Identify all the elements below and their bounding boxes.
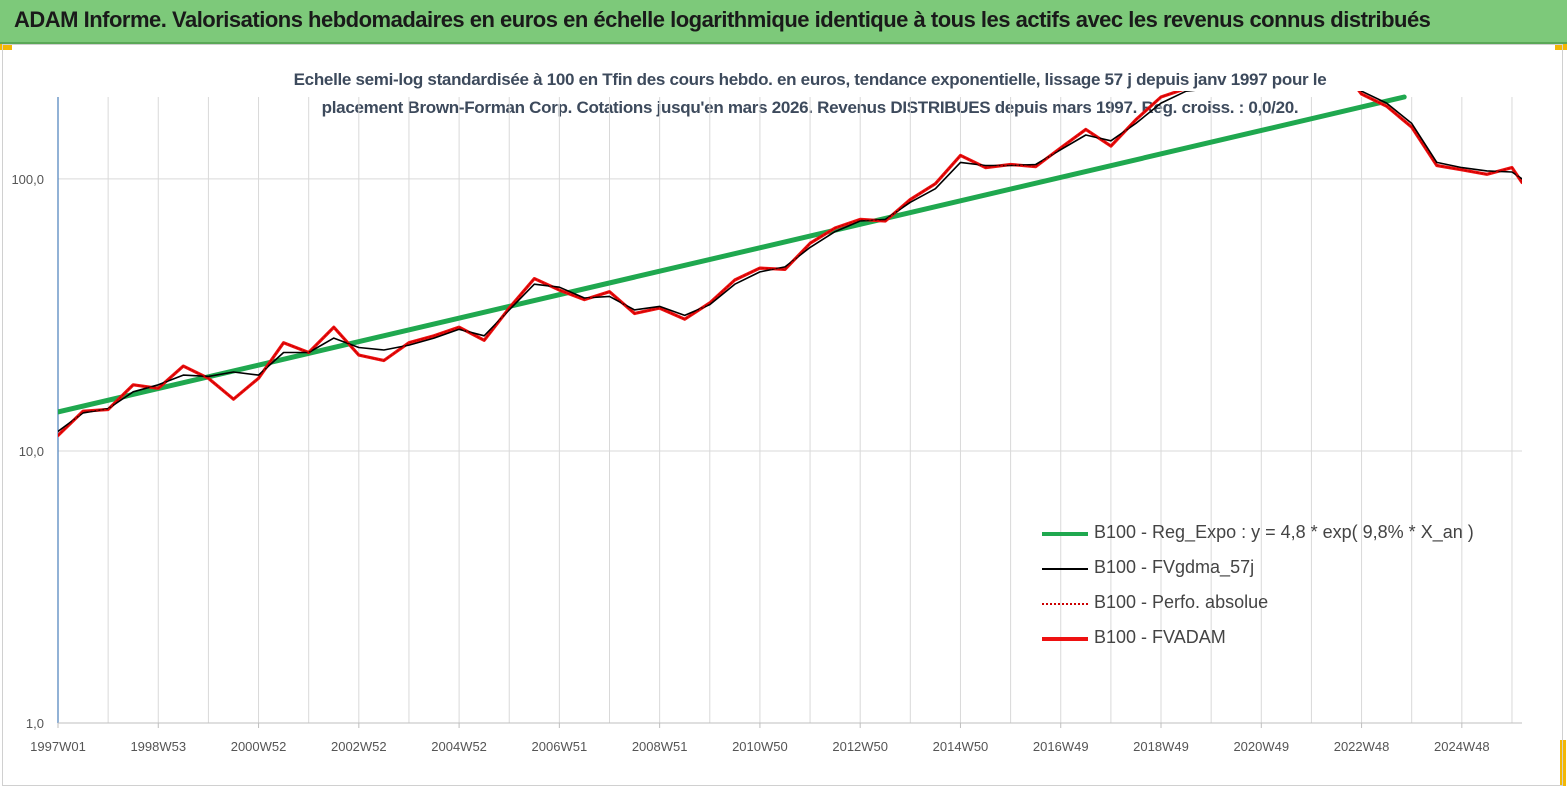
legend-item-trend: B100 - Reg_Expo : y = 4,8 * exp( 9,8% * …: [1042, 518, 1482, 553]
x-tick-label: 2008W51: [632, 739, 688, 754]
x-tick-label: 2022W48: [1334, 739, 1390, 754]
series-line-trend: [58, 94, 1407, 415]
series-layer: [58, 91, 1522, 438]
chart-subtitle: Echelle semi-log standardisée à 100 en T…: [160, 66, 1460, 122]
legend-swatch-fvgdma: [1042, 568, 1088, 570]
series-line-main: [58, 91, 1522, 438]
chart-subtitle-line-1: Echelle semi-log standardisée à 100 en T…: [293, 70, 1327, 89]
legend-item-fvadam: B100 - FVADAM: [1042, 623, 1482, 658]
x-tick-label: 2016W49: [1033, 739, 1089, 754]
x-tick-label: 2006W51: [532, 739, 588, 754]
legend-label-fvadam: B100 - FVADAM: [1094, 627, 1226, 647]
x-tick-label: 2024W48: [1434, 739, 1490, 754]
chart-legend: B100 - Reg_Expo : y = 4,8 * exp( 9,8% * …: [1042, 518, 1482, 658]
legend-swatch-trend: [1042, 532, 1088, 536]
legend-label-trend: B100 - Reg_Expo : y = 4,8 * exp( 9,8% * …: [1094, 522, 1474, 542]
legend-item-perfo: B100 - Perfo. absolue: [1042, 588, 1482, 623]
y-tick-label: 10,0: [19, 444, 44, 459]
report-banner: ADAM Informe. Valorisations hebdomadaire…: [0, 0, 1567, 44]
x-tick-label: 2000W52: [231, 739, 287, 754]
x-tick-label: 2010W50: [732, 739, 788, 754]
legend-swatch-perfo: [1042, 603, 1088, 605]
x-tick-label: 2002W52: [331, 739, 387, 754]
x-tick-label: 2014W50: [933, 739, 989, 754]
corner-marker-top-left: [0, 44, 12, 50]
report-title: ADAM Informe. Valorisations hebdomadaire…: [14, 7, 1431, 32]
chart-frame: [2, 44, 1563, 786]
legend-item-fvgdma: B100 - FVgdma_57j: [1042, 553, 1482, 588]
x-tick-label: 2012W50: [832, 739, 888, 754]
corner-marker-top-right: [1555, 44, 1567, 50]
x-tick-label: 1997W01: [30, 739, 86, 754]
y-tick-label: 100,0: [11, 172, 44, 187]
axis-layer: 1,0 10,0 100,0 1997W01 1998W53 2000W52 2002W52…: [11, 97, 1522, 754]
legend-label-perfo: B100 - Perfo. absolue: [1094, 592, 1269, 612]
y-tick-label: 1,0: [26, 716, 44, 731]
x-tick-label: 2018W49: [1133, 739, 1189, 754]
series-line-dotted: [58, 91, 1522, 437]
legend-label-fvgdma: B100 - FVgdma_57j: [1094, 557, 1255, 577]
corner-marker-bottom-right: [1560, 740, 1566, 786]
legend-swatch-fvadam: [1042, 637, 1088, 641]
x-tick-label: 1998W53: [130, 739, 186, 754]
x-tick-label: 2004W52: [431, 739, 487, 754]
x-tick-label: 2020W49: [1233, 739, 1289, 754]
